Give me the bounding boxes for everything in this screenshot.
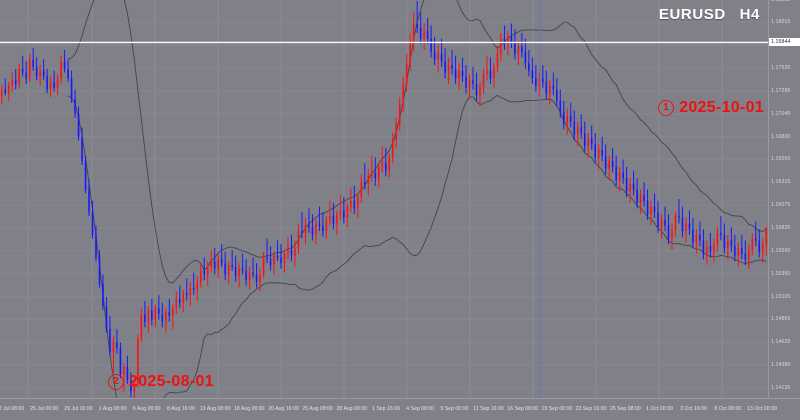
price-tick: 1.14620	[771, 339, 791, 346]
time-tick: 28 Aug 00:00	[336, 406, 368, 412]
candlestick-canvas	[0, 0, 768, 398]
price-tick: 1.16315	[771, 179, 791, 186]
price-axis[interactable]: 1.182551.180151.177701.175301.172851.170…	[768, 0, 800, 398]
price-tick: 1.17285	[771, 88, 791, 94]
time-tick: 29 Jul 16:00	[64, 406, 93, 412]
price-tick: 1.14865	[771, 316, 791, 323]
annotation-1: 1 2025-10-01	[658, 99, 764, 117]
time-tick: 1 Aug 08:00	[98, 406, 127, 412]
time-tick: 13 Aug 08:00	[199, 406, 231, 412]
time-tick: 25 Jul 00:00	[30, 406, 59, 412]
price-tick: 1.17530	[771, 64, 791, 71]
price-tick: 1.14135	[771, 385, 791, 392]
time-tick: 9 Sep 00:00	[440, 406, 469, 412]
current-price-label: 1.15844	[769, 38, 800, 47]
time-tick: 13 Oct 00:00	[747, 406, 777, 412]
time-tick: 19 Sep 00:00	[541, 406, 573, 412]
time-tick: 20 Aug 16:00	[268, 406, 299, 412]
price-tick: 1.18255	[771, 0, 790, 3]
time-tick: 23 Sep 16:00	[575, 406, 607, 412]
annotation-2-label: 2025-08-01	[129, 373, 214, 390]
price-tick: 1.15590	[771, 247, 791, 254]
annotation-2: 2 2025-08-01	[108, 373, 214, 391]
price-tick: 1.17045	[771, 110, 791, 117]
price-tick: 1.16800	[771, 133, 791, 140]
time-tick: 4 Sep 08:00	[406, 406, 435, 412]
price-tick: 1.16560	[771, 156, 791, 163]
price-tick: 1.14380	[771, 361, 791, 368]
time-tick: 3 Oct 16:00	[680, 406, 708, 412]
time-axis[interactable]: 22 Jul 08:00 25 Jul 00:00 29 Jul 16:00 1 Au…	[0, 398, 800, 420]
time-tick: 18 Aug 00:00	[233, 406, 265, 412]
time-tick: 11 Sep 16:00	[473, 406, 504, 412]
symbol-label: EURUSD H4	[659, 6, 760, 23]
annotation-2-marker: 2	[108, 374, 124, 390]
time-tick: 1 Oct 00:00	[646, 406, 673, 412]
price-tick: 1.18015	[771, 19, 791, 26]
time-tick: 6 Aug 00:00	[132, 406, 161, 412]
annotation-1-marker: 1	[658, 100, 675, 116]
time-tick: 16 Sep 08:00	[507, 406, 539, 412]
annotation-1-label: 2025-10-01	[679, 99, 764, 116]
time-tick: 25 Aug 08:00	[302, 406, 333, 412]
symbol-name: EURUSD	[658, 6, 726, 23]
price-tick: 1.15105	[771, 293, 791, 300]
time-tick: 22 Jul 08:00	[0, 406, 25, 412]
time-tick: 1 Sep 16:00	[372, 406, 400, 412]
price-tick: 1.15835	[771, 224, 791, 231]
time-tick: 26 Sep 08:00	[609, 406, 641, 412]
price-tick: 1.16075	[771, 202, 791, 209]
time-tick: 8 Oct 08:00	[714, 406, 742, 412]
price-plot-area[interactable]	[0, 0, 768, 398]
timeframe-label: H4	[739, 6, 760, 23]
price-tick: 1.15350	[771, 270, 791, 277]
time-tick: 8 Aug 16:00	[167, 406, 195, 412]
